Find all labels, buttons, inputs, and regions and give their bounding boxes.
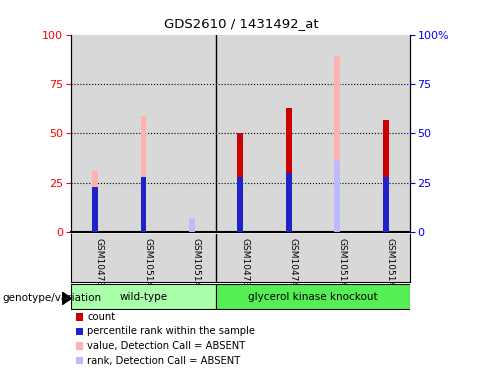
- Bar: [362, 35, 410, 232]
- Polygon shape: [62, 292, 71, 305]
- Bar: [119, 234, 168, 282]
- Bar: [264, 234, 313, 282]
- Bar: [238, 134, 243, 232]
- Text: GDS2610 / 1431492_at: GDS2610 / 1431492_at: [164, 17, 319, 30]
- Text: wild-type: wild-type: [120, 292, 167, 302]
- Bar: [216, 35, 264, 232]
- Text: GSM105141: GSM105141: [192, 238, 201, 293]
- Text: GSM105142: GSM105142: [337, 238, 346, 293]
- Bar: [313, 234, 362, 282]
- Bar: [71, 284, 216, 310]
- Bar: [286, 173, 292, 232]
- Text: GSM105140: GSM105140: [143, 238, 152, 293]
- Bar: [216, 284, 410, 310]
- Text: GSM104740: GSM104740: [289, 238, 298, 293]
- Text: glycerol kinase knockout: glycerol kinase knockout: [248, 292, 378, 302]
- Bar: [71, 35, 119, 232]
- Bar: [168, 35, 216, 232]
- Bar: [168, 234, 216, 282]
- Bar: [362, 234, 410, 282]
- Text: rank, Detection Call = ABSENT: rank, Detection Call = ABSENT: [87, 356, 241, 366]
- Bar: [383, 177, 388, 232]
- Bar: [119, 35, 168, 232]
- Bar: [334, 56, 340, 232]
- Text: value, Detection Call = ABSENT: value, Detection Call = ABSENT: [87, 341, 245, 351]
- Bar: [141, 177, 146, 232]
- Bar: [313, 35, 362, 232]
- Bar: [141, 116, 146, 232]
- Text: percentile rank within the sample: percentile rank within the sample: [87, 326, 255, 336]
- Bar: [383, 119, 388, 232]
- Bar: [92, 171, 98, 232]
- Bar: [238, 177, 243, 232]
- Text: GSM105144: GSM105144: [386, 238, 395, 293]
- Bar: [71, 234, 119, 282]
- Bar: [92, 187, 98, 232]
- Bar: [189, 230, 195, 232]
- Bar: [189, 218, 195, 232]
- Bar: [286, 108, 292, 232]
- Text: GSM104738: GSM104738: [95, 238, 104, 293]
- Text: count: count: [87, 312, 116, 322]
- Bar: [264, 35, 313, 232]
- Bar: [334, 161, 340, 232]
- Text: GSM104736: GSM104736: [240, 238, 249, 293]
- Text: genotype/variation: genotype/variation: [2, 293, 102, 303]
- Bar: [216, 234, 264, 282]
